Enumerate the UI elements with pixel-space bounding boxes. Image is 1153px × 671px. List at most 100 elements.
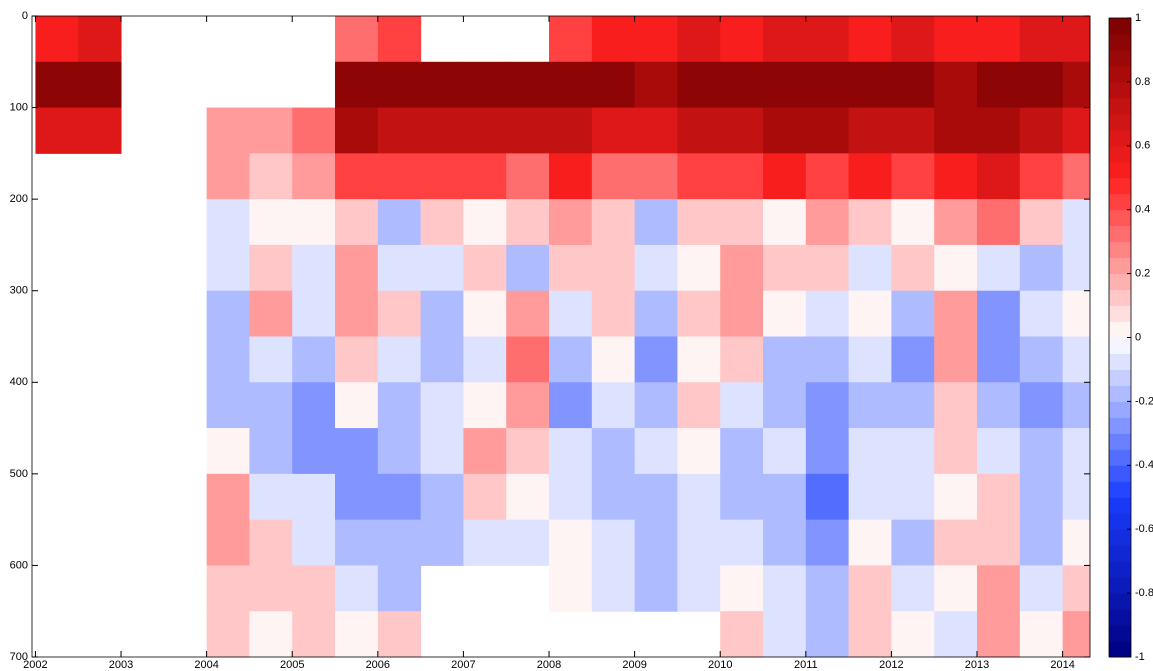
- colorbar-step: [1109, 225, 1131, 243]
- heat-cell: [634, 565, 678, 612]
- heat-cell: [677, 244, 721, 292]
- y-tick-label: 600: [10, 559, 28, 571]
- heat-cell: [377, 428, 422, 475]
- heat-cell: [805, 428, 850, 475]
- heat-cell: [977, 199, 1021, 246]
- x-tick-label: 2005: [280, 659, 304, 671]
- heat-cell: [335, 244, 379, 292]
- colorbar-tick-label: -0.2: [1135, 395, 1153, 407]
- heat-cell: [206, 244, 250, 292]
- heat-cell: [463, 428, 507, 475]
- heat-cell: [549, 153, 593, 200]
- heat-cell: [1062, 565, 1091, 612]
- colorbar-step: [1109, 49, 1131, 67]
- heat-cell: [206, 565, 250, 612]
- heat-cell: [677, 16, 721, 63]
- heat-cell: [891, 290, 935, 337]
- heat-cell: [549, 16, 593, 63]
- y-tick-label: 100: [10, 101, 28, 113]
- heat-cell: [591, 199, 636, 246]
- heat-cell: [206, 611, 250, 658]
- heat-cell: [506, 336, 550, 383]
- heat-cell: [977, 382, 1021, 429]
- heat-cell: [891, 244, 935, 292]
- heat-cell: [549, 290, 593, 337]
- heat-cell: [377, 611, 422, 658]
- heat-cell: [677, 199, 721, 246]
- heat-cell: [292, 336, 336, 383]
- heat-cell: [720, 611, 764, 658]
- heat-cell: [506, 61, 550, 109]
- heat-cell: [1062, 107, 1091, 154]
- heat-cell: [677, 428, 721, 475]
- colorbar-tick-label: 0.6: [1135, 140, 1150, 152]
- heat-cell: [763, 428, 807, 475]
- heat-cell: [1019, 336, 1064, 383]
- heat-cell: [206, 199, 250, 246]
- colorbar-step: [1109, 305, 1131, 323]
- heat-cell: [1062, 244, 1091, 292]
- colorbar-step: [1109, 401, 1131, 418]
- x-tick-label: 2006: [366, 659, 390, 671]
- heat-cell: [377, 61, 422, 109]
- heat-cell: [891, 519, 935, 566]
- heat-cell: [463, 244, 507, 292]
- heat-cell: [506, 199, 550, 246]
- heat-cell: [1019, 107, 1064, 154]
- heat-cell: [677, 382, 721, 429]
- heat-cell: [1019, 153, 1064, 200]
- heat-cell: [377, 16, 422, 63]
- heat-cell: [677, 290, 721, 337]
- colorbar-step: [1109, 321, 1131, 338]
- colorbar-tick-label: 0.8: [1135, 76, 1150, 88]
- heat-cell: [591, 61, 636, 109]
- x-tick-label: 2009: [622, 659, 646, 671]
- heat-cell: [763, 290, 807, 337]
- heat-cell: [977, 153, 1021, 200]
- heat-cell: [420, 153, 464, 200]
- heat-cell: [634, 244, 678, 292]
- heat-cell: [249, 290, 293, 337]
- heat-cell: [420, 473, 464, 521]
- heat-cell: [891, 199, 935, 246]
- colorbar-tick-label: 1: [1135, 12, 1141, 24]
- heat-cell: [335, 519, 379, 566]
- heat-cell: [763, 153, 807, 200]
- colorbar-step: [1109, 257, 1131, 275]
- heat-cell: [1019, 611, 1064, 658]
- colorbar-tick-label: -0.8: [1135, 587, 1153, 599]
- heat-cell: [934, 199, 978, 246]
- heat-cell: [549, 244, 593, 292]
- heat-cell: [805, 336, 850, 383]
- x-tick-label: 2007: [451, 659, 475, 671]
- heat-cell: [591, 336, 636, 383]
- heat-cell: [891, 473, 935, 521]
- heat-cell: [1062, 336, 1091, 383]
- heat-cell: [549, 336, 593, 383]
- heat-cell: [335, 428, 379, 475]
- heat-cell: [720, 428, 764, 475]
- heat-cell: [549, 428, 593, 475]
- heat-cell: [506, 107, 550, 154]
- colorbar-step: [1109, 561, 1131, 578]
- heat-cell: [463, 382, 507, 429]
- heat-cell: [335, 473, 379, 521]
- heat-cell: [1062, 382, 1091, 429]
- heat-cell: [292, 565, 336, 612]
- heat-cell: [591, 382, 636, 429]
- heat-cell: [1062, 519, 1091, 566]
- heat-cell: [549, 473, 593, 521]
- heat-cell: [420, 244, 464, 292]
- heat-cell: [78, 61, 122, 109]
- heat-cell: [249, 473, 293, 521]
- heat-cell: [1019, 382, 1064, 429]
- heat-cell: [292, 382, 336, 429]
- heat-cell: [206, 107, 250, 154]
- colorbar-step: [1109, 161, 1131, 179]
- heat-cell: [848, 519, 892, 566]
- heat-cell: [848, 382, 892, 429]
- heat-cell: [977, 61, 1021, 109]
- heat-cell: [634, 519, 678, 566]
- heat-cell: [463, 519, 507, 566]
- heat-cell: [335, 611, 379, 658]
